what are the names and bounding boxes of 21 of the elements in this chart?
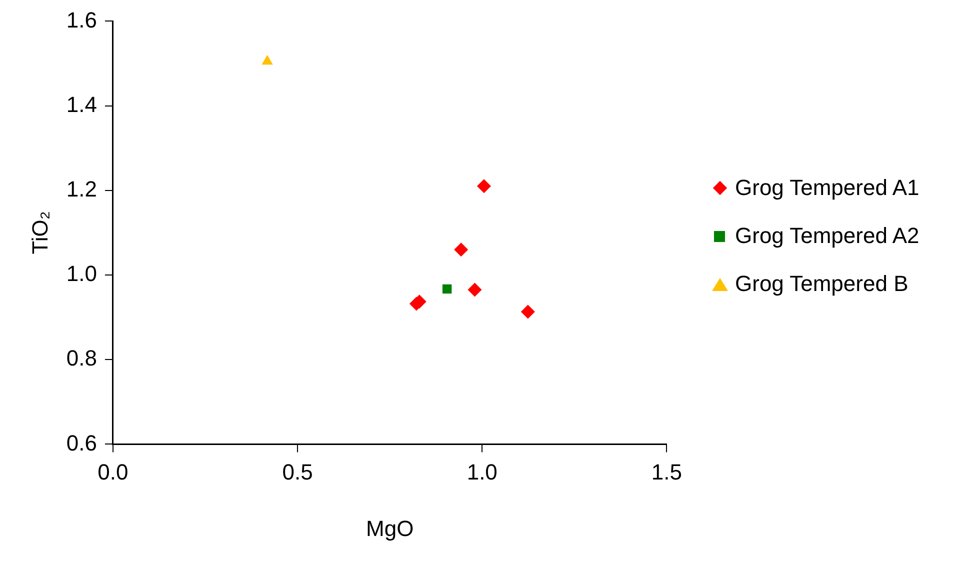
x-tick-label: 1.0 [466,459,498,484]
y-tick-label: 1.6 [66,7,97,32]
y-tick-label: 1.4 [66,92,97,117]
x-tick-label: 1.5 [651,459,682,484]
legend-label: Grog Tempered A2 [735,223,920,249]
point [442,284,452,294]
x-tick-label: 0.5 [282,459,313,484]
point [468,282,482,297]
y-axis-title: TiO₂ [27,211,52,254]
legend-label: Grog Tempered B [735,271,908,297]
y-tick-label: 1.2 [66,176,97,202]
x-axis-title: MgO [366,516,414,541]
point [520,304,535,319]
legend-label: Grog Tempered A1 [735,175,920,201]
y-tick-label: 0.8 [66,346,97,371]
y-tick-label: 0.6 [66,430,97,456]
point [476,179,491,194]
point [454,242,468,257]
point [262,54,273,65]
x-tick-label: 0.0 [98,459,128,484]
y-tick-label: 1.0 [66,261,97,286]
